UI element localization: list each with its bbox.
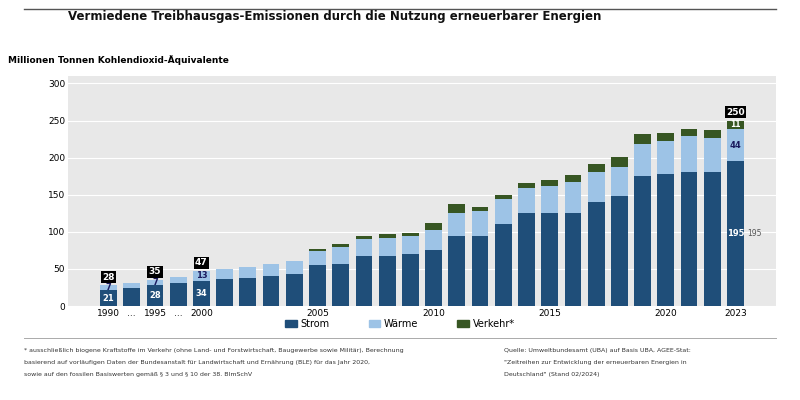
- Text: sowie auf den fossilen Basiswerten gemäß § 3 und § 10 der 38. BImSchV: sowie auf den fossilen Basiswerten gemäß…: [24, 372, 252, 377]
- Text: 13: 13: [196, 272, 207, 280]
- Bar: [402, 232, 418, 236]
- Bar: [355, 239, 372, 256]
- Bar: [286, 262, 302, 274]
- Bar: [379, 234, 395, 238]
- Bar: [332, 247, 349, 264]
- Bar: [518, 183, 535, 188]
- Text: Deutschland" (Stand 02/2024): Deutschland" (Stand 02/2024): [504, 372, 599, 377]
- Bar: [704, 172, 721, 306]
- Bar: [518, 213, 535, 306]
- Bar: [681, 136, 698, 172]
- Bar: [611, 166, 628, 196]
- Bar: [472, 211, 489, 236]
- Bar: [332, 264, 349, 306]
- Bar: [658, 133, 674, 140]
- Bar: [402, 236, 418, 254]
- Bar: [216, 279, 233, 306]
- Bar: [355, 236, 372, 239]
- Text: Quelle: Umweltbundesamt (UBA) auf Basis UBA, AGEE-Stat:: Quelle: Umweltbundesamt (UBA) auf Basis …: [504, 348, 691, 353]
- Bar: [727, 120, 744, 129]
- Bar: [239, 278, 256, 306]
- Bar: [309, 249, 326, 251]
- Bar: [170, 277, 186, 283]
- Text: 28: 28: [102, 272, 114, 282]
- Bar: [193, 281, 210, 306]
- Bar: [472, 236, 489, 306]
- Bar: [449, 213, 465, 236]
- Bar: [704, 138, 721, 172]
- Bar: [495, 195, 512, 199]
- Bar: [658, 174, 674, 306]
- Bar: [542, 186, 558, 213]
- Text: 28: 28: [149, 291, 161, 300]
- Text: 11: 11: [730, 120, 741, 129]
- Bar: [681, 172, 698, 306]
- Bar: [309, 251, 326, 265]
- Bar: [170, 283, 186, 306]
- Bar: [379, 256, 395, 306]
- Bar: [332, 244, 349, 247]
- Bar: [123, 283, 140, 288]
- Text: 7: 7: [152, 278, 158, 287]
- Text: 195: 195: [726, 229, 744, 238]
- Text: basierend auf vorläufigen Daten der Bundesanstalt für Landwirtschaft und Ernähru: basierend auf vorläufigen Daten der Bund…: [24, 360, 370, 365]
- Bar: [542, 213, 558, 306]
- Bar: [634, 134, 651, 144]
- Bar: [565, 175, 582, 182]
- Bar: [449, 204, 465, 213]
- Bar: [262, 264, 279, 276]
- Bar: [100, 285, 117, 290]
- Bar: [402, 254, 418, 306]
- Bar: [146, 280, 163, 285]
- Bar: [216, 269, 233, 279]
- Text: 195: 195: [747, 229, 762, 238]
- Bar: [588, 202, 605, 306]
- Bar: [634, 144, 651, 176]
- Text: 21: 21: [102, 294, 114, 303]
- Text: 47: 47: [195, 258, 208, 268]
- Text: Vermiedene Treibhausgas-Emissionen durch die Nutzung erneuerbarer Energien: Vermiedene Treibhausgas-Emissionen durch…: [68, 10, 602, 23]
- Bar: [309, 265, 326, 306]
- Text: 7: 7: [106, 283, 111, 292]
- Bar: [286, 274, 302, 306]
- Bar: [262, 276, 279, 306]
- Bar: [146, 285, 163, 306]
- Bar: [565, 213, 582, 306]
- Bar: [193, 271, 210, 281]
- Bar: [611, 157, 628, 166]
- Bar: [588, 172, 605, 202]
- Legend: Strom, Wärme, Verkehr*: Strom, Wärme, Verkehr*: [281, 315, 519, 333]
- Bar: [426, 223, 442, 230]
- Text: 44: 44: [730, 140, 742, 150]
- Bar: [239, 267, 256, 278]
- Bar: [426, 250, 442, 306]
- Bar: [495, 199, 512, 224]
- Bar: [355, 256, 372, 306]
- Bar: [518, 188, 535, 213]
- Bar: [588, 164, 605, 172]
- Bar: [379, 238, 395, 256]
- Bar: [727, 129, 744, 161]
- Bar: [100, 290, 117, 306]
- Bar: [542, 180, 558, 186]
- Text: 34: 34: [196, 289, 207, 298]
- Bar: [681, 129, 698, 136]
- Bar: [426, 230, 442, 250]
- Text: 35: 35: [149, 267, 162, 276]
- Bar: [634, 176, 651, 306]
- Bar: [495, 224, 512, 306]
- Bar: [123, 288, 140, 306]
- Text: * ausschließlich biogene Kraftstoffe im Verkehr (ohne Land- und Forstwirtschaft,: * ausschließlich biogene Kraftstoffe im …: [24, 348, 404, 353]
- Bar: [449, 236, 465, 306]
- Text: 250: 250: [726, 108, 745, 117]
- Text: "Zeitreihen zur Entwicklung der erneuerbaren Energien in: "Zeitreihen zur Entwicklung der erneuerb…: [504, 360, 686, 365]
- Text: Millionen Tonnen Kohlendioxid-Äquivalente: Millionen Tonnen Kohlendioxid-Äquivalent…: [8, 55, 229, 65]
- Bar: [565, 182, 582, 213]
- Bar: [286, 261, 302, 262]
- Bar: [727, 161, 744, 306]
- Bar: [611, 196, 628, 306]
- Bar: [704, 130, 721, 138]
- Bar: [472, 207, 489, 211]
- Bar: [658, 140, 674, 174]
